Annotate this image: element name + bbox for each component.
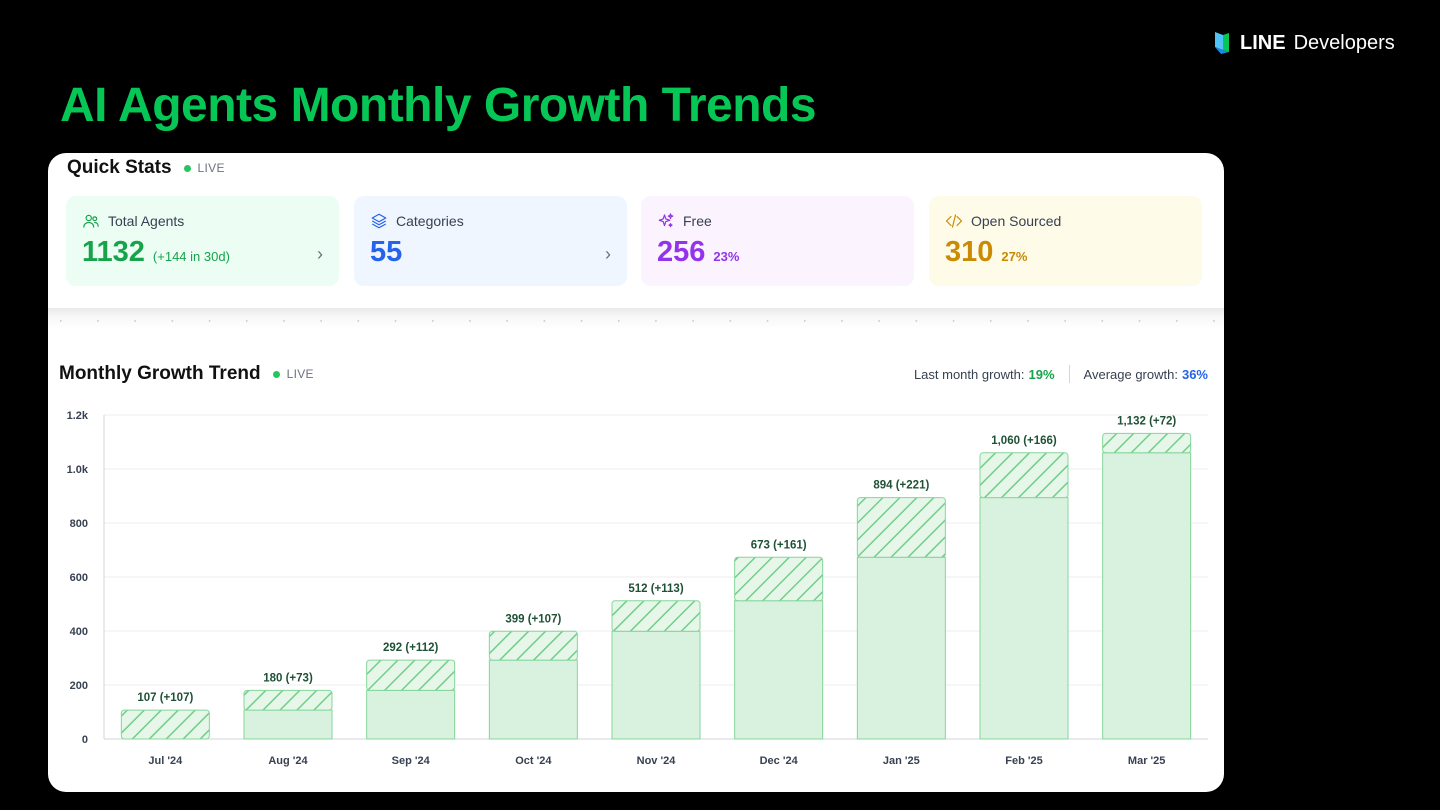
stat-value-free: 256 [657,236,706,268]
quick-stats-title: Quick Stats [67,157,172,178]
x-tick-label: Jan '25 [883,755,920,767]
stat-label-total-agents: Total Agents [108,213,185,229]
bar-increment [856,497,946,558]
layers-icon [371,213,387,229]
users-icon [83,214,99,228]
data-label: 107 (+107) [137,692,193,704]
stat-sub-total-agents: (+144 in 30d) [152,249,230,264]
stat-card-total-agents[interactable]: Total Agents 1132 (+144 in 30d) › [66,196,339,286]
live-indicator-dot [272,370,280,378]
data-label: 894 (+221) [873,480,929,492]
stat-label-free: Free [683,213,712,229]
sparkles-icon [658,213,674,228]
live-label: LIVE [286,367,314,381]
brand-name-bold: LINE [1240,31,1286,54]
brand-name-light: Developers [1293,31,1395,54]
average-growth-value: 36% [1181,366,1208,382]
data-label: 512 (+113) [628,583,683,595]
data-label: 180 (+73) [263,672,313,684]
stat-value-total-agents: 1132 [82,236,145,268]
last-month-growth-label: Last month growth: [913,366,1025,382]
chevron-right-icon[interactable]: › [317,244,323,264]
growth-title: Monthly Growth Trend [59,363,261,384]
bar-increment [120,709,210,740]
bar-increment [1102,432,1192,454]
growth-summary: Last month growth: 19% Average growth: 3… [914,365,1208,383]
bar-base [1102,452,1192,740]
brand-logo: LINE Developers [1212,30,1395,56]
chevron-right-icon[interactable]: › [605,244,611,264]
x-tick-label: Sep '24 [392,755,431,767]
x-tick-label: Aug '24 [268,755,308,767]
live-indicator-dot [183,164,191,172]
y-tick-label: 400 [70,626,88,638]
bar-base [243,709,333,740]
data-label: 1,132 (+72) [1117,415,1176,427]
monthly-growth-chart: 0 200 400 600 800 1.0k 1.2k 107 (+107) Jul '24 18… [67,410,1208,767]
dotted-divider [60,320,1224,322]
x-tick-label: Jul '24 [148,755,183,767]
stat-label-open-sourced: Open Sourced [971,213,1062,229]
stat-label-categories: Categories [396,213,464,229]
summary-divider [1068,365,1070,383]
y-tick-label: 1.2k [67,410,89,422]
bar-base [856,556,946,740]
stat-value-open-sourced: 310 [945,236,994,268]
last-month-growth-value: 19% [1028,366,1055,382]
bar-base [611,630,701,740]
x-tick-label: Dec '24 [760,755,799,767]
bar-increment [979,452,1069,499]
growth-header: Monthly Growth Trend LIVE [59,363,314,385]
bar-increment [611,600,701,632]
bar-base [734,600,824,740]
x-tick-label: Mar '25 [1128,755,1165,767]
code-icon [945,214,963,228]
stat-value-categories: 55 [370,236,403,268]
data-label: 292 (+112) [383,642,438,654]
x-tick-label: Nov '24 [637,755,677,767]
x-tick-label: Feb '25 [1005,755,1042,767]
page-title: AI Agents Monthly Growth Trends [60,79,817,132]
line-logo-icon [1215,32,1229,54]
bar-base [979,497,1069,740]
y-tick-label: 200 [70,680,88,692]
dashboard-card: Quick Stats LIVE Total Agents 1132 (+144… [48,153,1224,792]
quick-stats-header: Quick Stats LIVE [67,157,225,179]
average-growth-label: Average growth: [1083,366,1178,382]
y-tick-label: 0 [82,734,88,746]
x-tick-label: Oct '24 [515,755,552,767]
stat-card-categories[interactable]: Categories 55 › [354,196,627,286]
y-tick-label: 600 [70,572,88,584]
data-label: 673 (+161) [751,539,807,551]
y-tick-label: 800 [70,518,88,530]
stat-sub-open-sourced: 27% [1001,249,1028,264]
data-label: 399 (+107) [505,613,561,625]
bar-base [366,689,456,740]
stat-card-open-sourced[interactable]: Open Sourced 310 27% [929,196,1202,286]
stat-card-free[interactable]: Free 256 23% [641,196,914,286]
data-label: 1,060 (+166) [991,435,1057,447]
section-divider [48,308,1224,330]
y-tick-label: 1.0k [67,464,89,476]
bar-increment [366,659,456,691]
live-label: LIVE [197,161,225,175]
bar-increment [734,556,824,602]
bar-base [488,659,578,740]
stat-sub-free: 23% [713,249,740,264]
bar-increment [488,630,578,661]
bar-increment [243,689,333,711]
